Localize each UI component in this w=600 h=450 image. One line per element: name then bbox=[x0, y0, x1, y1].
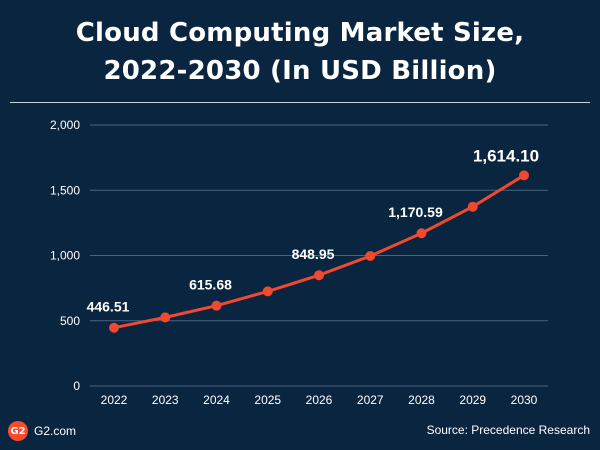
data-label: 1,170.59 bbox=[388, 204, 443, 220]
data-point-2029 bbox=[467, 201, 478, 212]
chart-title-line-1: Cloud Computing Market Size, bbox=[75, 18, 525, 48]
title-divider bbox=[10, 102, 590, 103]
data-point-2028 bbox=[416, 228, 427, 239]
x-tick-label: 2030 bbox=[511, 393, 538, 407]
x-tick-label: 2026 bbox=[306, 393, 333, 407]
y-tick-label: 1,500 bbox=[50, 183, 80, 197]
source-note: Source: Precedence Research bbox=[426, 423, 590, 437]
data-point-2022 bbox=[109, 322, 119, 333]
data-point-2024 bbox=[211, 300, 222, 311]
y-axis-ticks: 0 500 1,000 1,500 2,000 bbox=[50, 118, 80, 393]
brand-name: G2.com bbox=[34, 424, 77, 438]
data-label: 615.68 bbox=[189, 277, 232, 293]
data-point-2025 bbox=[262, 286, 273, 297]
chart-title-line-2: 2022-2030 (In USD Billion) bbox=[103, 56, 497, 86]
x-tick-label: 2028 bbox=[408, 393, 435, 407]
data-label: 446.51 bbox=[87, 299, 130, 315]
x-tick-label: 2029 bbox=[459, 393, 486, 407]
chart-title: Cloud Computing Market Size, 2022-2030 (… bbox=[0, 14, 600, 90]
g2-logo-icon: G2 bbox=[8, 421, 28, 441]
y-tick-label: 1,000 bbox=[50, 249, 80, 263]
x-tick-label: 2022 bbox=[101, 393, 128, 407]
data-point-2030 bbox=[519, 170, 529, 181]
data-label: 1,614.10 bbox=[473, 146, 539, 165]
data-label-layer: 446.51 615.68 848.95 1,170.59 1,614.10 bbox=[87, 146, 540, 314]
grid-layer bbox=[90, 124, 548, 387]
x-tick-label: 2025 bbox=[254, 393, 281, 407]
x-tick-label: 2023 bbox=[152, 393, 179, 407]
y-tick-label: 500 bbox=[60, 314, 80, 328]
brand: G2 G2.com bbox=[8, 420, 76, 442]
data-label: 848.95 bbox=[292, 246, 335, 262]
x-tick-label: 2024 bbox=[203, 393, 230, 407]
point-layer bbox=[109, 170, 529, 333]
data-point-2026 bbox=[314, 270, 324, 281]
x-tick-label: 2027 bbox=[357, 393, 384, 407]
data-point-2023 bbox=[160, 312, 171, 323]
y-tick-label: 2,000 bbox=[50, 118, 80, 132]
x-axis-ticks: 2022 2023 2024 2025 2026 2027 2028 2029 2030 bbox=[101, 393, 538, 407]
y-tick-label: 0 bbox=[73, 379, 80, 393]
data-point-2027 bbox=[365, 251, 376, 262]
